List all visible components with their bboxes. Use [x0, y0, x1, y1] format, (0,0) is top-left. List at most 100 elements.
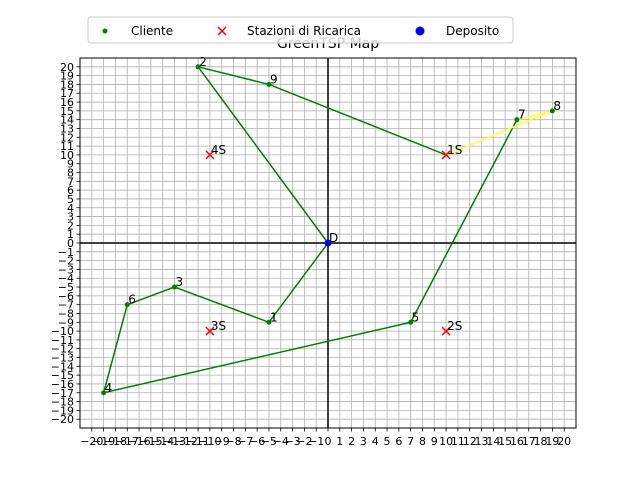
- customer-point: [408, 319, 414, 325]
- x-tick-label: −15: [139, 435, 162, 448]
- x-tick-label: −1: [308, 435, 324, 448]
- y-tick-label: 20: [60, 61, 74, 74]
- x-tick-label: 9: [431, 435, 438, 448]
- station-x-stroke: [205, 326, 215, 336]
- station-marker: [205, 326, 215, 336]
- depot-label: D: [329, 231, 338, 245]
- customer-point: [124, 302, 130, 308]
- station-x-stroke: [205, 150, 215, 160]
- route-segment: [196, 65, 447, 244]
- x-tick-label: 2: [348, 435, 355, 448]
- y-tick-label: −15: [51, 369, 74, 382]
- y-tick-label: 5: [67, 193, 74, 206]
- ticks-layer: −20−19−18−17−16−15−14−13−12−11−10−9−8−7−…: [51, 61, 571, 448]
- x-tick-label: 14: [486, 435, 500, 448]
- y-tick-label: −18: [51, 396, 74, 409]
- depot-point: [324, 239, 332, 247]
- customer-label: 8: [553, 99, 561, 113]
- y-tick-label: 8: [67, 167, 74, 180]
- legend-label: Cliente: [131, 24, 173, 38]
- legend-label: Stazioni di Ricarica: [247, 24, 361, 38]
- customer-label: 2: [199, 55, 207, 69]
- station-marker: [441, 150, 451, 160]
- y-tick-label: 2: [67, 219, 74, 232]
- y-tick-label: −20: [51, 413, 74, 426]
- y-tick-label: −19: [51, 404, 74, 417]
- customer-label: 9: [270, 72, 278, 86]
- x-tick-label: −18: [104, 435, 127, 448]
- x-tick-label: −14: [151, 435, 174, 448]
- legend-marker-station: [217, 26, 227, 36]
- y-tick-label: −8: [58, 307, 74, 320]
- x-tick-label: 16: [510, 435, 524, 448]
- x-tick-label: 15: [498, 435, 512, 448]
- customer-label: 5: [412, 310, 420, 324]
- x-tick-label: 11: [451, 435, 465, 448]
- x-tick-label: −10: [198, 435, 221, 448]
- x-tick-label: 13: [475, 435, 489, 448]
- customer-point: [514, 117, 520, 123]
- customer-point: [266, 81, 272, 87]
- y-tick-label: −17: [51, 387, 74, 400]
- x-tick-label: 1: [336, 435, 343, 448]
- y-tick-label: 4: [67, 202, 74, 215]
- y-tick-label: 11: [60, 140, 74, 153]
- x-tick-label: 6: [395, 435, 402, 448]
- legend-box: [87, 16, 514, 44]
- x-tick-label: 17: [522, 435, 536, 448]
- y-tick-label: −16: [51, 378, 74, 391]
- station-x-stroke: [441, 326, 451, 336]
- y-tick-label: −14: [51, 360, 74, 373]
- x-tick-label: −5: [261, 435, 277, 448]
- customer-point: [266, 319, 272, 325]
- customer-point: [195, 64, 201, 70]
- legend-marker-customer: [102, 28, 108, 34]
- y-tick-label: 6: [67, 184, 74, 197]
- customer-label: 3: [175, 275, 183, 289]
- y-tick-label: −2: [58, 255, 74, 268]
- y-tick-label: 12: [60, 131, 74, 144]
- x-tick-label: −7: [237, 435, 253, 448]
- x-tick-label: 12: [463, 435, 477, 448]
- y-tick-label: 14: [60, 114, 74, 127]
- station-label: 2S: [447, 319, 462, 333]
- x-tick-label: −19: [92, 435, 115, 448]
- y-tick-label: 15: [60, 105, 74, 118]
- station-marker: [205, 150, 215, 160]
- x-tick-label: −2: [296, 435, 312, 448]
- x-tick-label: 3: [360, 435, 367, 448]
- y-tick-label: −10: [51, 325, 74, 338]
- y-tick-label: 9: [67, 158, 74, 171]
- legend-label: Deposito: [446, 24, 499, 38]
- x-tick-label: 0: [325, 435, 332, 448]
- x-tick-label: 19: [545, 435, 559, 448]
- customer-label: 4: [105, 381, 113, 395]
- customer-label: 7: [518, 108, 526, 122]
- plot-frame: [79, 57, 577, 429]
- station-label: 4S: [211, 143, 226, 157]
- y-tick-label: −7: [58, 299, 74, 312]
- x-tick-label: −13: [163, 435, 186, 448]
- y-tick-label: 18: [60, 78, 74, 91]
- y-tick-label: −13: [51, 352, 74, 365]
- legend-marker-depot: [415, 26, 425, 36]
- y-tick-label: 17: [60, 87, 74, 100]
- y-tick-label: −4: [58, 272, 74, 285]
- x-tick-label: 5: [384, 435, 391, 448]
- y-tick-label: 13: [60, 122, 74, 135]
- y-tick-label: 16: [60, 96, 74, 109]
- x-tick-label: 4: [372, 435, 379, 448]
- y-tick-label: −9: [58, 316, 74, 329]
- y-tick-label: −3: [58, 263, 74, 276]
- x-tick-label: −6: [249, 435, 265, 448]
- y-tick-label: 19: [60, 70, 74, 83]
- x-tick-label: −17: [116, 435, 139, 448]
- y-tick-label: −6: [58, 290, 74, 303]
- y-tick-label: 3: [67, 211, 74, 224]
- legend: Cliente Stazioni di Ricarica Deposito: [87, 16, 514, 44]
- x-tick-label: −8: [225, 435, 241, 448]
- x-tick-label: −11: [186, 435, 209, 448]
- station-label: 1S: [447, 143, 462, 157]
- y-tick-label: 10: [60, 149, 74, 162]
